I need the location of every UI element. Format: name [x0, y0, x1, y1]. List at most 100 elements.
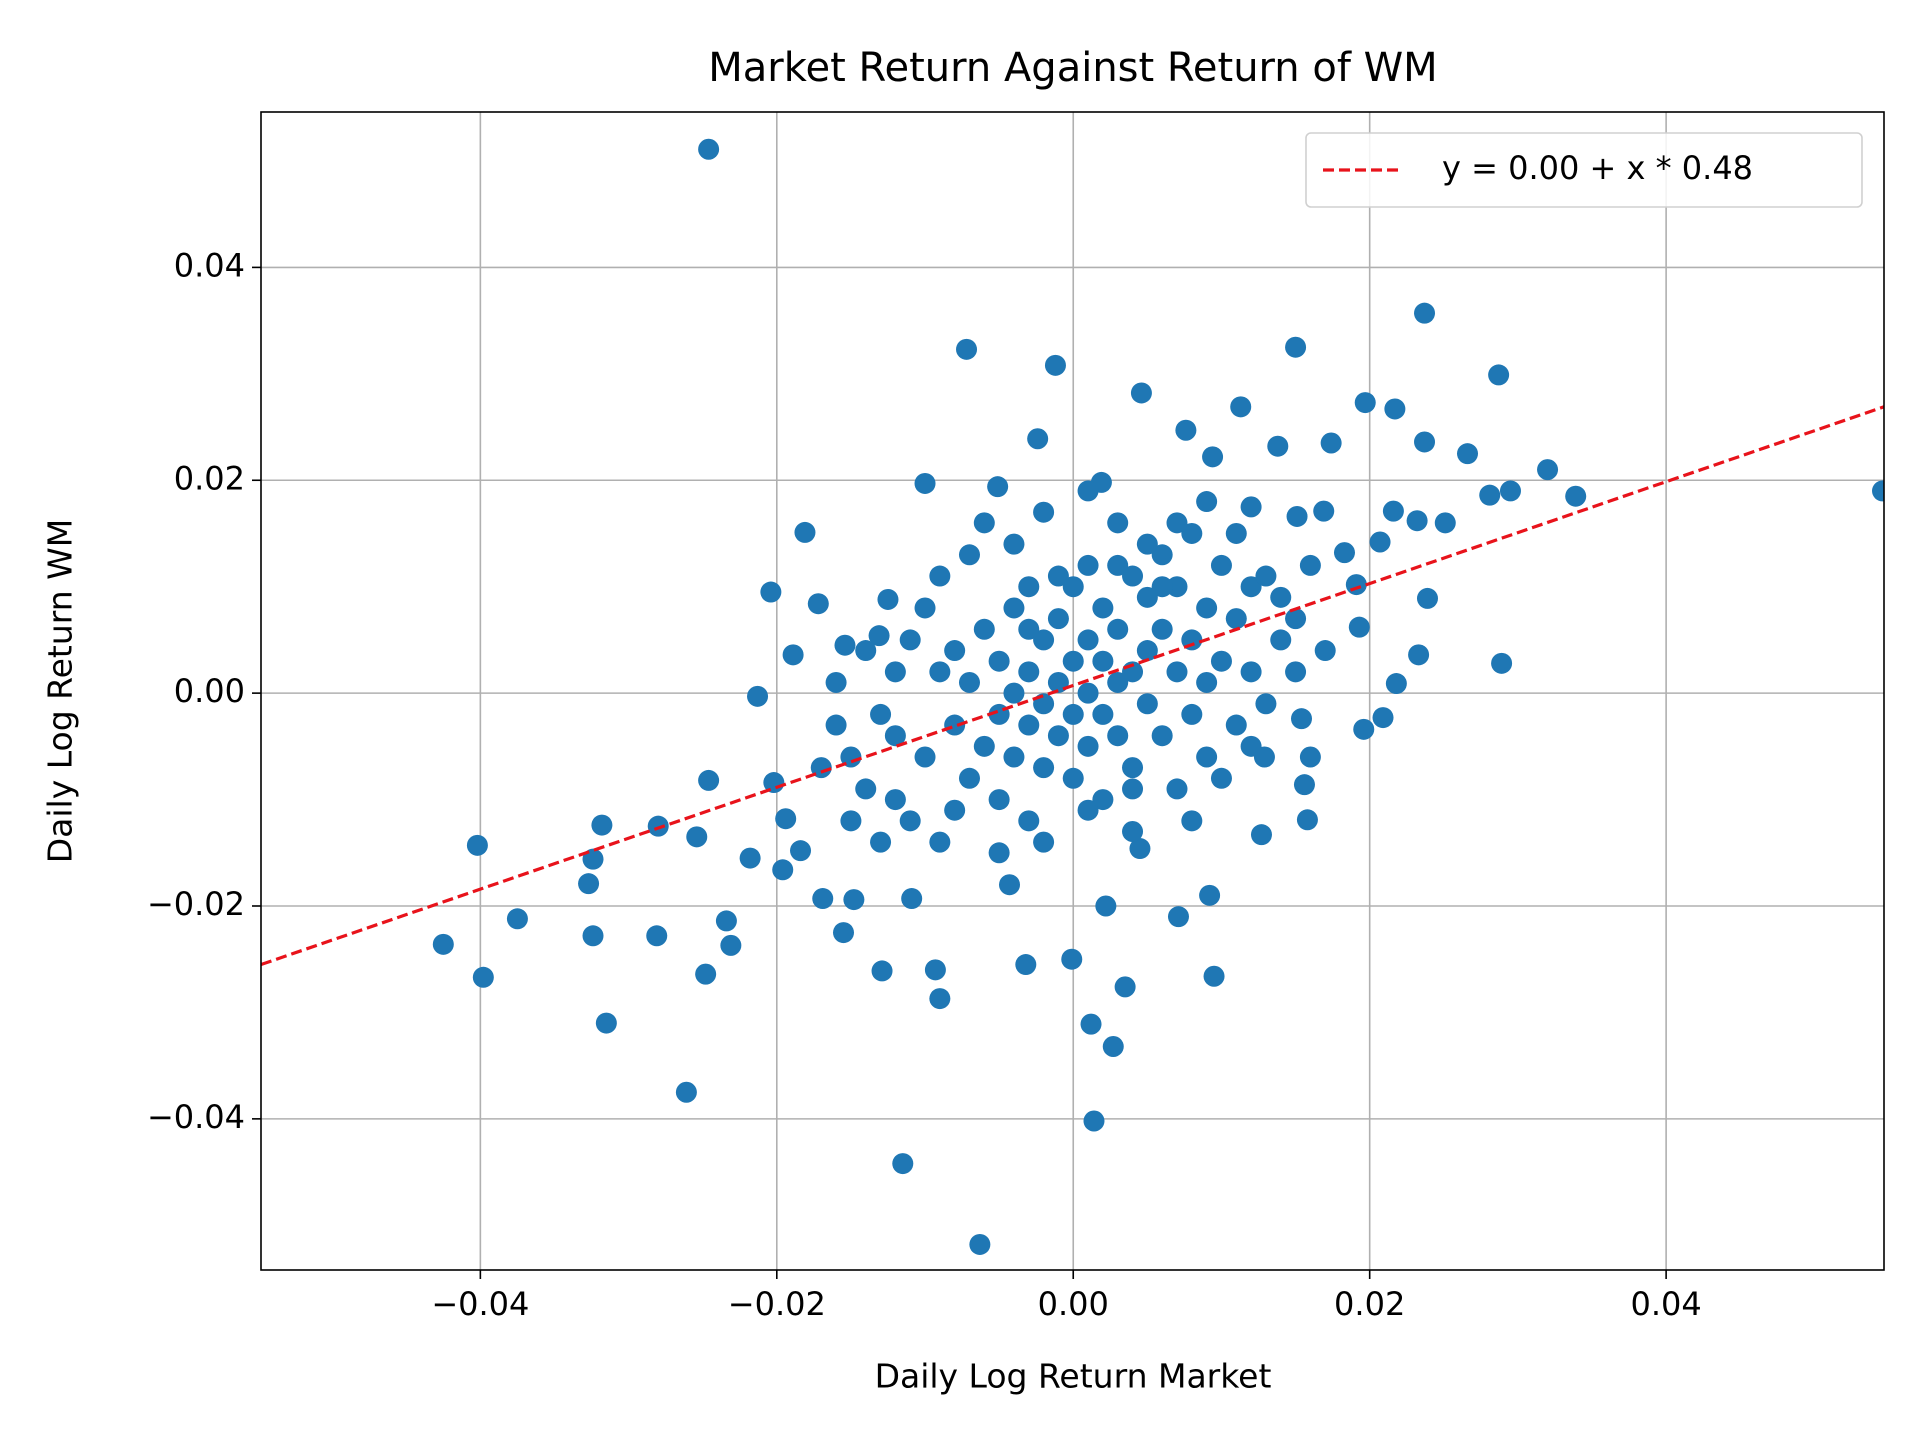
point	[1114, 976, 1136, 998]
point	[1285, 336, 1307, 358]
point	[1333, 542, 1355, 564]
point	[1077, 735, 1099, 757]
point	[855, 778, 877, 800]
point	[1061, 948, 1083, 970]
point	[929, 831, 951, 853]
x-axis-label: Daily Log Return Market	[875, 1357, 1272, 1396]
point	[1166, 576, 1188, 598]
point	[1416, 587, 1438, 609]
point	[807, 593, 829, 615]
point	[1033, 831, 1055, 853]
point	[698, 769, 720, 791]
point	[1095, 895, 1117, 917]
point	[1129, 838, 1151, 860]
point	[914, 597, 936, 619]
point	[973, 735, 995, 757]
point	[973, 512, 995, 534]
point	[1018, 618, 1040, 640]
point	[1092, 597, 1114, 619]
point	[1136, 693, 1158, 715]
point	[1369, 531, 1391, 553]
x-tick-label: −0.04	[431, 1285, 529, 1323]
point	[698, 138, 720, 160]
point	[884, 725, 906, 747]
point	[1107, 554, 1129, 576]
point	[1107, 671, 1129, 693]
point	[1047, 725, 1069, 747]
point	[1270, 629, 1292, 651]
point	[973, 618, 995, 640]
chart-title: Market Return Against Return of WM	[708, 45, 1437, 91]
point	[868, 625, 890, 647]
point	[1872, 480, 1884, 502]
point	[1285, 608, 1307, 630]
point	[1255, 693, 1277, 715]
point	[1102, 1035, 1124, 1057]
point	[1003, 597, 1025, 619]
point	[988, 789, 1010, 811]
fit-line	[261, 405, 1884, 967]
point	[1314, 640, 1336, 662]
point	[833, 922, 855, 944]
point	[506, 908, 528, 930]
point	[1285, 661, 1307, 683]
point	[760, 581, 782, 603]
point	[1181, 810, 1203, 832]
point	[1151, 725, 1173, 747]
point	[1434, 512, 1456, 534]
plot-area	[261, 138, 1884, 1255]
point	[1240, 576, 1262, 598]
point	[1033, 757, 1055, 779]
y-axis-label: Daily Log Return WM	[41, 519, 80, 864]
x-tick-label: −0.02	[728, 1285, 826, 1323]
point	[956, 338, 978, 360]
point	[1196, 597, 1218, 619]
point	[1077, 629, 1099, 651]
point	[1003, 533, 1025, 555]
point	[958, 671, 980, 693]
point	[1299, 554, 1321, 576]
point	[1003, 682, 1025, 704]
point	[999, 874, 1021, 896]
point	[1033, 629, 1055, 651]
point	[944, 714, 966, 736]
point	[1313, 500, 1335, 522]
point	[1225, 522, 1247, 544]
point	[929, 661, 951, 683]
point	[686, 826, 708, 848]
point	[1565, 485, 1587, 507]
point	[1296, 809, 1318, 831]
point	[825, 671, 847, 693]
point	[1015, 954, 1037, 976]
point	[944, 799, 966, 821]
point	[1286, 505, 1308, 527]
point	[1196, 746, 1218, 768]
point	[1225, 714, 1247, 736]
point	[1385, 673, 1407, 695]
point	[1499, 480, 1521, 502]
point	[1199, 884, 1221, 906]
point	[1240, 661, 1262, 683]
point	[1181, 703, 1203, 725]
point	[1044, 354, 1066, 376]
point	[1018, 810, 1040, 832]
point	[843, 889, 865, 911]
point	[1003, 746, 1025, 768]
point	[988, 650, 1010, 672]
point	[1414, 302, 1436, 324]
point	[1196, 491, 1218, 513]
x-tick-label: 0.04	[1630, 1285, 1701, 1323]
point	[1077, 799, 1099, 821]
point	[901, 888, 923, 910]
point	[1077, 554, 1099, 576]
point	[1270, 586, 1292, 608]
point	[899, 810, 921, 832]
point	[1345, 574, 1367, 596]
point	[855, 640, 877, 662]
point	[591, 814, 613, 836]
point	[1047, 565, 1069, 587]
point	[1210, 554, 1232, 576]
point	[1080, 1013, 1102, 1035]
